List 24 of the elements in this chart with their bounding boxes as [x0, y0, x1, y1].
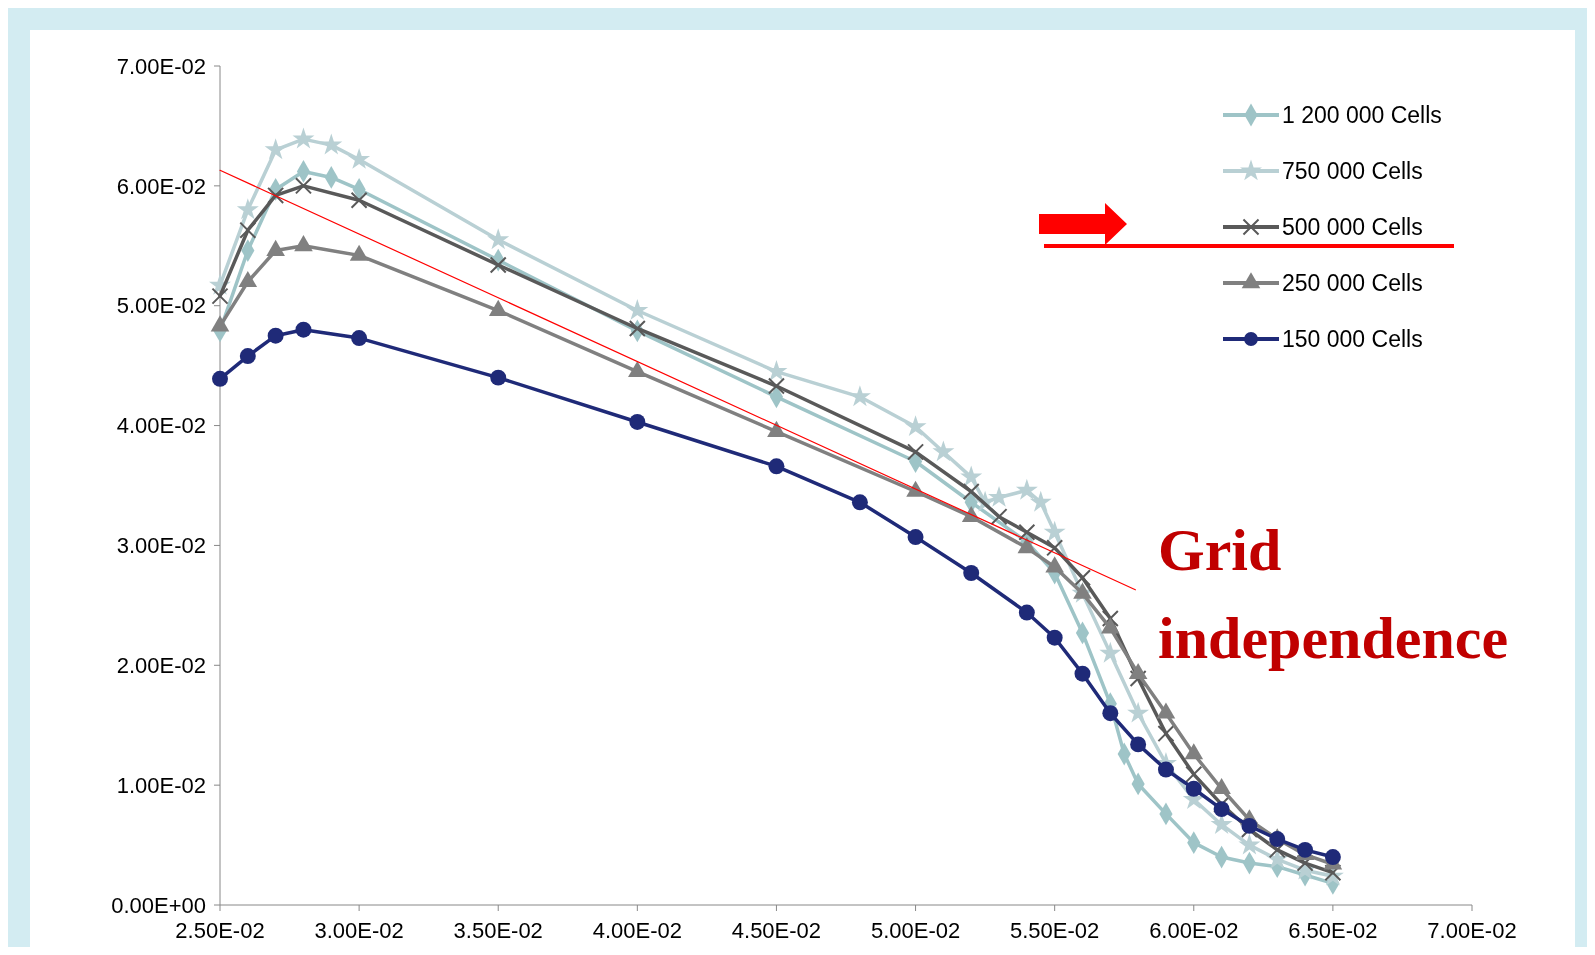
- x-tick-label: 7.00E-02: [1427, 918, 1517, 943]
- legend-label: 500 000 Cells: [1282, 214, 1423, 241]
- y-tick-label: 6.00E-02: [116, 173, 206, 199]
- legend-label: 750 000 Cells: [1282, 158, 1423, 185]
- legend-label: 1 200 000 Cells: [1282, 102, 1442, 129]
- x-tick-label: 5.00E-02: [870, 918, 961, 943]
- legend-label: 250 000 Cells: [1282, 270, 1423, 297]
- x-tick-label: 3.50E-02: [453, 918, 543, 943]
- y-tick-label: 7.00E-02: [116, 53, 206, 79]
- x-tick-label: 3.00E-02: [314, 918, 404, 943]
- legend-label: 150 000 Cells: [1282, 326, 1423, 353]
- y-tick-label: 3.00E-02: [116, 533, 206, 559]
- x-tick-label: 6.50E-02: [1288, 918, 1378, 943]
- x-tick-label: 2.50E-02: [175, 918, 265, 943]
- y-tick-label: 0.00E+00: [111, 892, 206, 918]
- y-tick-label: 1.00E-02: [116, 772, 206, 798]
- y-tick-label: 5.00E-02: [116, 293, 206, 319]
- x-tick-label: 4.50E-02: [731, 918, 822, 943]
- x-tick-label: 5.50E-02: [1010, 918, 1100, 943]
- x-tick-label: 4.00E-02: [592, 918, 682, 943]
- annotation: Grid independence: [1158, 517, 1509, 671]
- y-tick-label: 4.00E-02: [116, 413, 206, 439]
- x-tick-label: 6.00E-02: [1149, 918, 1239, 943]
- y-tick-label: 2.00E-02: [116, 652, 206, 678]
